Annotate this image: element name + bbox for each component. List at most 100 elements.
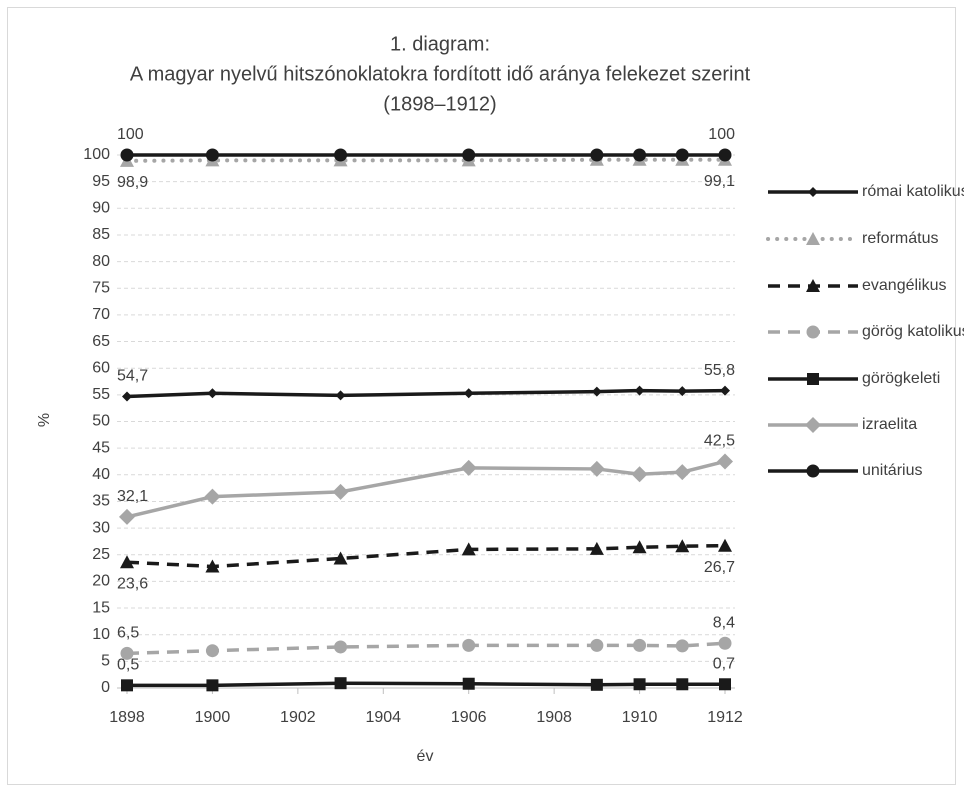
marker	[808, 187, 818, 197]
y-tick-label: 80	[92, 253, 110, 270]
data-label: 8,4	[713, 614, 735, 631]
series-line	[126, 543, 726, 569]
marker	[332, 483, 349, 500]
marker	[588, 460, 605, 477]
data-label: 55,8	[704, 362, 735, 379]
marker	[462, 638, 476, 652]
data-label: 42,5	[704, 433, 735, 450]
marker	[334, 640, 348, 654]
y-tick-label: 10	[92, 626, 110, 643]
y-tick-label: 55	[92, 386, 110, 403]
marker	[333, 551, 348, 565]
y-tick-label: 15	[92, 599, 110, 616]
marker	[676, 678, 689, 691]
marker	[675, 148, 689, 162]
series-line	[127, 681, 725, 688]
marker	[631, 466, 648, 483]
y-tick-label: 40	[92, 466, 110, 483]
series-line	[125, 157, 727, 163]
marker	[717, 453, 733, 470]
marker	[632, 540, 647, 554]
marker	[206, 679, 219, 692]
marker	[205, 559, 220, 573]
marker	[589, 541, 604, 555]
data-label: 98,9	[117, 174, 148, 191]
marker	[590, 678, 603, 691]
marker	[674, 464, 691, 481]
marker	[120, 646, 134, 660]
marker	[334, 677, 347, 690]
marker	[590, 638, 604, 652]
marker	[633, 638, 647, 652]
marker	[806, 464, 820, 478]
series-line	[126, 641, 726, 656]
legend-label: görögkeleti	[862, 370, 940, 387]
marker	[460, 459, 477, 476]
data-label: 6,5	[117, 625, 139, 642]
marker	[204, 488, 221, 505]
data-label: 32,1	[117, 488, 148, 505]
legend-label: evangélikus	[862, 277, 947, 294]
marker	[462, 148, 476, 162]
y-tick-label: 75	[92, 279, 110, 296]
x-tick-label: 1902	[280, 709, 316, 726]
y-tick-label: 25	[92, 546, 110, 563]
y-tick-label: 45	[92, 439, 110, 456]
data-label: 100	[117, 126, 144, 143]
data-label: 99,1	[704, 173, 735, 190]
y-tick-label: 65	[92, 333, 110, 350]
marker	[121, 679, 133, 692]
chart-title: A magyar nyelvű hitszónoklatokra fordíto…	[130, 63, 751, 85]
legend-label: református	[862, 230, 938, 247]
marker	[207, 388, 218, 399]
marker	[633, 148, 647, 162]
legend-label: görög katolikus	[862, 323, 964, 340]
marker	[205, 148, 219, 162]
chart-title: 1. diagram:	[390, 33, 490, 55]
y-tick-label: 20	[92, 573, 110, 590]
marker	[591, 386, 602, 397]
marker	[805, 417, 821, 433]
y-tick-label: 5	[101, 653, 110, 670]
x-tick-label: 1904	[365, 709, 401, 726]
marker	[335, 390, 346, 401]
marker	[463, 388, 474, 399]
data-label: 26,7	[704, 559, 735, 576]
y-tick-label: 30	[92, 519, 110, 536]
marker	[334, 148, 348, 162]
marker	[633, 678, 646, 691]
marker	[718, 636, 732, 650]
x-axis-label: év	[417, 748, 434, 765]
marker	[119, 508, 135, 525]
y-axis-label: %	[36, 413, 53, 427]
data-label: 100	[708, 126, 735, 143]
chart-title: (1898–1912)	[383, 93, 496, 115]
marker	[675, 539, 690, 553]
data-label: 23,6	[117, 575, 148, 592]
marker	[122, 391, 132, 402]
marker	[719, 678, 731, 691]
y-tick-label: 95	[92, 173, 110, 190]
y-tick-label: 85	[92, 226, 110, 243]
marker	[720, 385, 730, 396]
series-line	[126, 388, 726, 399]
x-tick-label: 1912	[707, 709, 743, 726]
x-tick-label: 1900	[195, 709, 231, 726]
marker	[718, 538, 732, 552]
marker	[806, 279, 820, 292]
marker	[806, 232, 820, 245]
marker	[590, 148, 604, 162]
y-tick-label: 100	[83, 146, 110, 163]
x-tick-label: 1898	[109, 709, 145, 726]
x-tick-label: 1910	[622, 709, 658, 726]
legend-label: római katolikus	[862, 183, 964, 200]
legend-label: izraelita	[862, 416, 917, 433]
marker	[634, 385, 645, 396]
marker	[205, 644, 219, 658]
y-tick-label: 50	[92, 413, 110, 430]
x-tick-label: 1908	[536, 709, 572, 726]
y-tick-label: 35	[92, 493, 110, 510]
data-label: 0,7	[713, 655, 735, 672]
marker	[120, 148, 134, 162]
